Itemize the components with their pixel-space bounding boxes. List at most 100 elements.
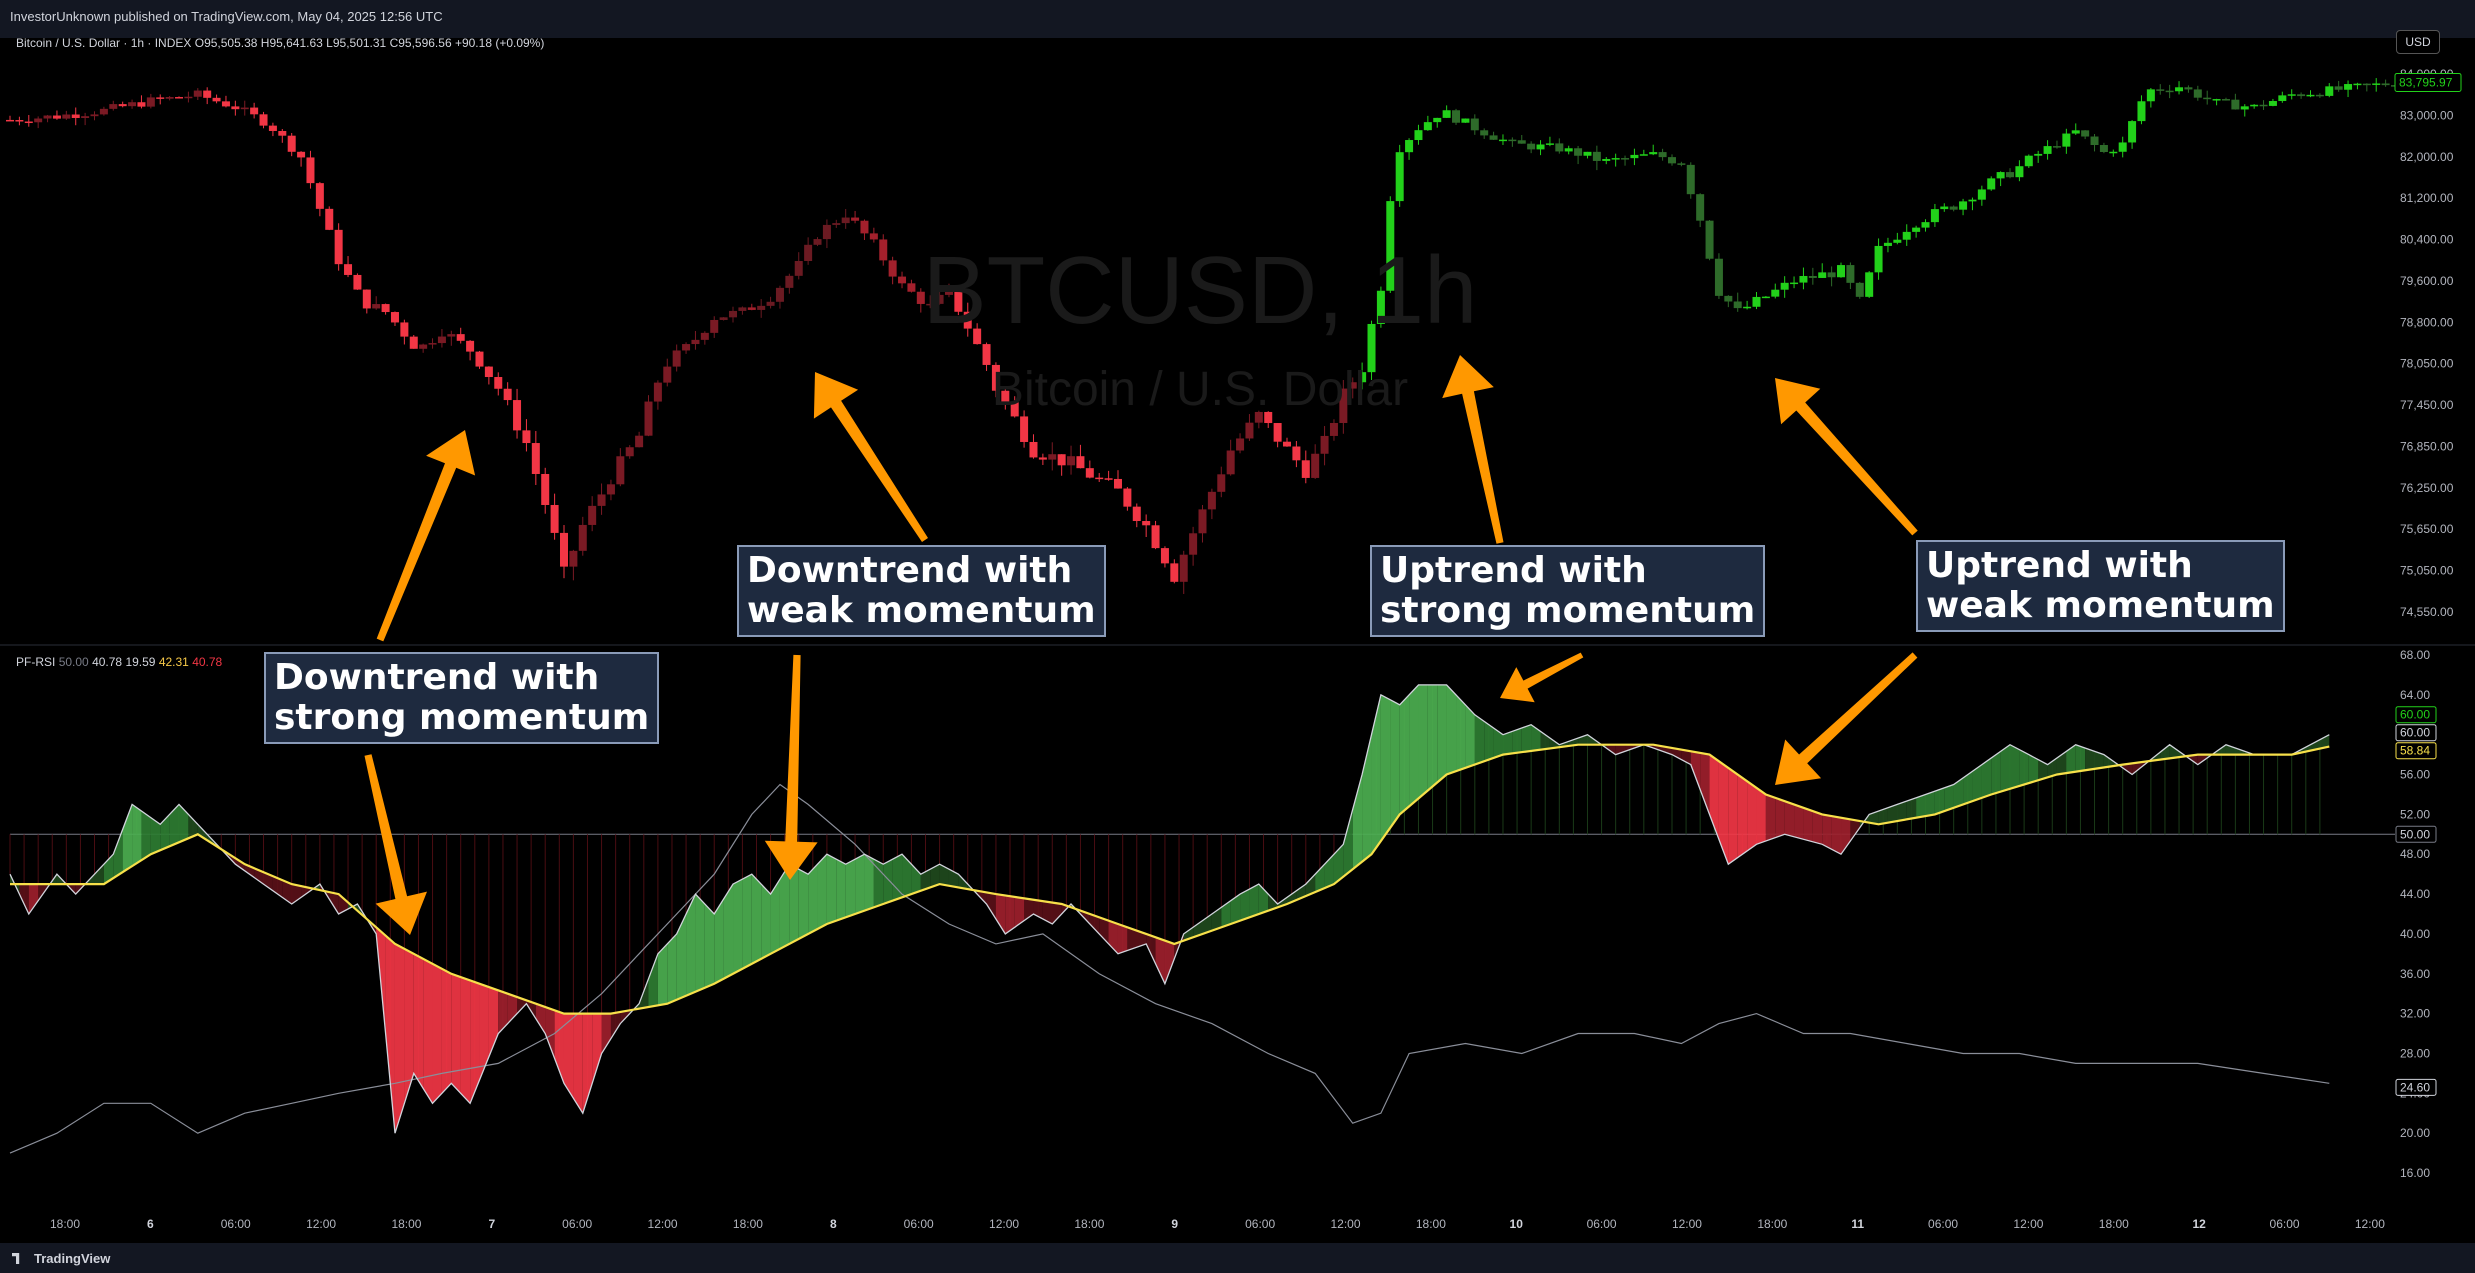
momentum-fill (132, 804, 142, 867)
candle (90, 111, 99, 121)
candle-body (99, 108, 108, 115)
momentum-fill (301, 886, 311, 898)
candle-body (550, 504, 559, 533)
candle (1395, 144, 1404, 207)
candle-body (869, 233, 878, 240)
momentum-fill (864, 854, 874, 911)
candle (1677, 161, 1686, 167)
candle-body (306, 157, 315, 184)
momentum-fill (742, 874, 752, 969)
momentum-fill (2169, 744, 2180, 759)
candle (1076, 444, 1085, 469)
currency-button[interactable]: USD (2396, 30, 2440, 54)
candle (62, 110, 71, 120)
candle (503, 382, 512, 406)
candle-body (888, 260, 897, 277)
candle (1649, 144, 1658, 156)
candle (1001, 388, 1010, 410)
candle (1536, 140, 1545, 156)
candle-body (1865, 272, 1874, 297)
momentum-fill (1409, 684, 1419, 807)
candle (944, 283, 953, 298)
candle (344, 256, 353, 278)
candle-body (2071, 130, 2080, 134)
candle-body (15, 120, 24, 122)
candle (1658, 148, 1667, 161)
momentum-fill (2085, 747, 2095, 771)
candle-body (2344, 84, 2353, 90)
candle (541, 467, 550, 514)
candle (794, 252, 803, 280)
time-tick-label: 7 (488, 1217, 495, 1231)
candle-body (1883, 242, 1892, 246)
candle (1085, 460, 1094, 479)
time-tick-label: 18:00 (391, 1217, 421, 1231)
rsi-tick-label: 40.00 (2400, 927, 2430, 941)
annotation-arrow (813, 372, 928, 542)
candle-body (832, 223, 841, 225)
candle-body (175, 97, 184, 99)
momentum-fill (451, 973, 461, 1094)
candle (1048, 442, 1057, 471)
candle-body (1780, 282, 1789, 290)
candle-body (1320, 435, 1329, 454)
momentum-fill (535, 1003, 546, 1034)
momentum-fill (1268, 894, 1278, 911)
candle-body (1386, 201, 1395, 291)
candle-body (606, 484, 615, 495)
candle-body (785, 275, 794, 288)
candle (2052, 140, 2061, 149)
time-tick-label: 9 (1171, 1217, 1178, 1231)
candle-body (437, 336, 446, 344)
candle (1808, 267, 1817, 285)
candle (757, 299, 766, 318)
candle (381, 303, 390, 315)
candle-body (52, 115, 61, 119)
candle (700, 331, 709, 345)
candle-body (2203, 97, 2212, 100)
candle (691, 330, 700, 350)
momentum-fill (1700, 752, 1710, 815)
candle (1452, 108, 1461, 125)
momentum-fill (1953, 777, 1964, 808)
momentum-fill (413, 953, 424, 1089)
candle-body (353, 274, 362, 290)
candle (1639, 149, 1648, 156)
momentum-fill (150, 817, 161, 855)
candle (2268, 98, 2277, 107)
candle (1057, 454, 1066, 476)
candle (1883, 237, 1892, 253)
momentum-fill (545, 1006, 555, 1059)
candle-body (2250, 104, 2259, 107)
candle-body (466, 340, 475, 352)
symbol-watermark-subtitle: Bitcoin / U.S. Dollar (991, 363, 1409, 416)
candle (1846, 262, 1855, 290)
candle (869, 227, 878, 243)
candle (1217, 466, 1226, 498)
candle (409, 334, 418, 349)
chart-canvas[interactable]: 84,000.0083,000.0082,000.0081,200.0080,4… (0, 0, 2475, 1243)
momentum-fill (1615, 744, 1626, 755)
time-tick-label: 06:00 (904, 1217, 934, 1231)
candle-body (2306, 94, 2315, 97)
momentum-fill (2019, 749, 2029, 786)
candle (1564, 145, 1573, 155)
momentum-fill (601, 1013, 611, 1054)
candle-body (184, 96, 193, 99)
momentum-fill (1127, 927, 1137, 951)
annotation-arrow (1500, 652, 1584, 703)
momentum-fill (995, 894, 1006, 934)
candle-body (1301, 460, 1310, 478)
momentum-fill (1099, 917, 1109, 944)
indicator-value: 19.59 (125, 655, 156, 669)
candle (297, 151, 306, 167)
candle-body (156, 97, 165, 99)
candle-body (1555, 143, 1564, 152)
rsi-value-label: 58.84 (2400, 744, 2430, 758)
momentum-fill (282, 880, 292, 905)
candle (203, 87, 212, 105)
momentum-fill (1155, 937, 1165, 984)
candle-body (325, 208, 334, 230)
momentum-fill (2047, 757, 2057, 778)
candle (1329, 419, 1338, 441)
